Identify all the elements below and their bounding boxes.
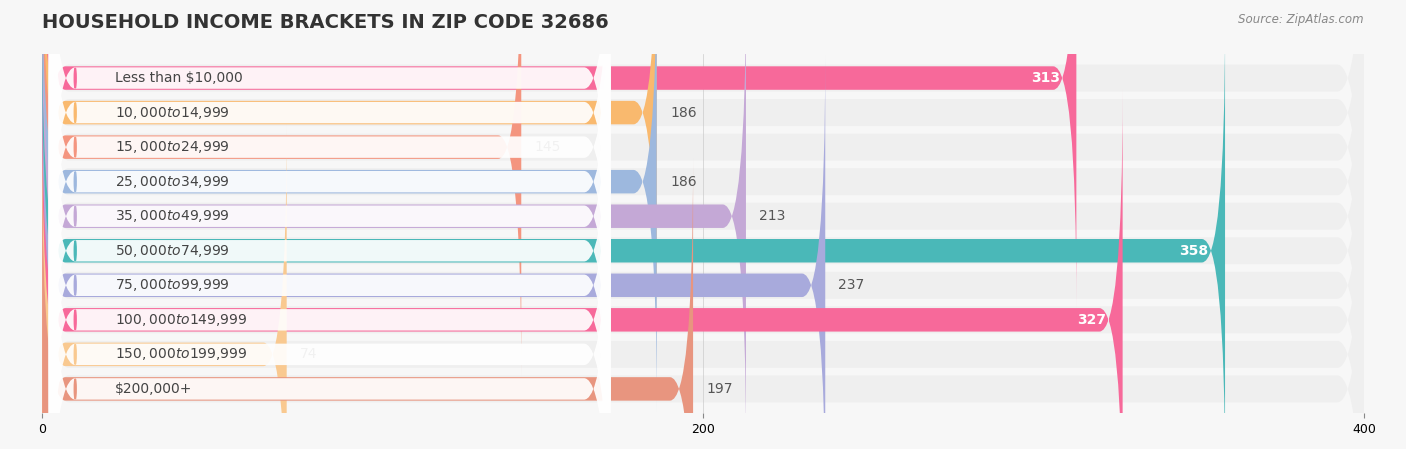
Text: $150,000 to $199,999: $150,000 to $199,999: [115, 346, 247, 362]
Text: 358: 358: [1180, 244, 1209, 258]
FancyBboxPatch shape: [42, 0, 1364, 375]
FancyBboxPatch shape: [42, 22, 1364, 449]
Circle shape: [75, 102, 76, 123]
Circle shape: [75, 137, 76, 157]
Text: 237: 237: [838, 278, 865, 292]
Text: $25,000 to $34,999: $25,000 to $34,999: [115, 174, 229, 189]
Text: $35,000 to $49,999: $35,000 to $49,999: [115, 208, 229, 224]
FancyBboxPatch shape: [49, 0, 610, 413]
FancyBboxPatch shape: [42, 0, 657, 412]
FancyBboxPatch shape: [42, 0, 747, 446]
Text: 186: 186: [669, 175, 696, 189]
Circle shape: [75, 206, 76, 226]
Text: HOUSEHOLD INCOME BRACKETS IN ZIP CODE 32686: HOUSEHOLD INCOME BRACKETS IN ZIP CODE 32…: [42, 13, 609, 32]
FancyBboxPatch shape: [42, 0, 1364, 449]
Text: $50,000 to $74,999: $50,000 to $74,999: [115, 243, 229, 259]
FancyBboxPatch shape: [42, 0, 657, 343]
Text: $75,000 to $99,999: $75,000 to $99,999: [115, 277, 229, 293]
FancyBboxPatch shape: [42, 0, 1364, 449]
Text: 197: 197: [706, 382, 733, 396]
FancyBboxPatch shape: [42, 0, 522, 377]
Text: Less than $10,000: Less than $10,000: [115, 71, 243, 85]
FancyBboxPatch shape: [49, 0, 610, 447]
Text: 145: 145: [534, 140, 561, 154]
Text: 74: 74: [299, 348, 318, 361]
FancyBboxPatch shape: [42, 126, 1364, 449]
FancyBboxPatch shape: [49, 0, 610, 449]
FancyBboxPatch shape: [42, 92, 1364, 449]
FancyBboxPatch shape: [42, 0, 1364, 410]
Text: $200,000+: $200,000+: [115, 382, 193, 396]
FancyBboxPatch shape: [42, 124, 287, 449]
FancyBboxPatch shape: [42, 55, 825, 449]
FancyBboxPatch shape: [49, 54, 610, 449]
FancyBboxPatch shape: [42, 57, 1364, 449]
FancyBboxPatch shape: [42, 0, 1077, 308]
FancyBboxPatch shape: [42, 0, 1364, 341]
FancyBboxPatch shape: [49, 89, 610, 449]
Text: 313: 313: [1031, 71, 1060, 85]
Circle shape: [75, 379, 76, 399]
FancyBboxPatch shape: [42, 21, 1225, 449]
Circle shape: [75, 344, 76, 365]
Circle shape: [75, 68, 76, 88]
Circle shape: [75, 275, 76, 295]
Text: Source: ZipAtlas.com: Source: ZipAtlas.com: [1239, 13, 1364, 26]
Circle shape: [75, 241, 76, 261]
FancyBboxPatch shape: [42, 90, 1122, 449]
Circle shape: [75, 172, 76, 192]
Text: $100,000 to $149,999: $100,000 to $149,999: [115, 312, 247, 328]
Circle shape: [75, 310, 76, 330]
Text: 327: 327: [1077, 313, 1107, 327]
FancyBboxPatch shape: [49, 0, 610, 378]
FancyBboxPatch shape: [42, 159, 693, 449]
Text: 213: 213: [759, 209, 786, 223]
FancyBboxPatch shape: [49, 20, 610, 449]
FancyBboxPatch shape: [42, 0, 1364, 445]
FancyBboxPatch shape: [49, 0, 610, 343]
FancyBboxPatch shape: [49, 123, 610, 449]
Text: $15,000 to $24,999: $15,000 to $24,999: [115, 139, 229, 155]
FancyBboxPatch shape: [49, 0, 610, 449]
Text: $10,000 to $14,999: $10,000 to $14,999: [115, 105, 229, 121]
Text: 186: 186: [669, 106, 696, 119]
